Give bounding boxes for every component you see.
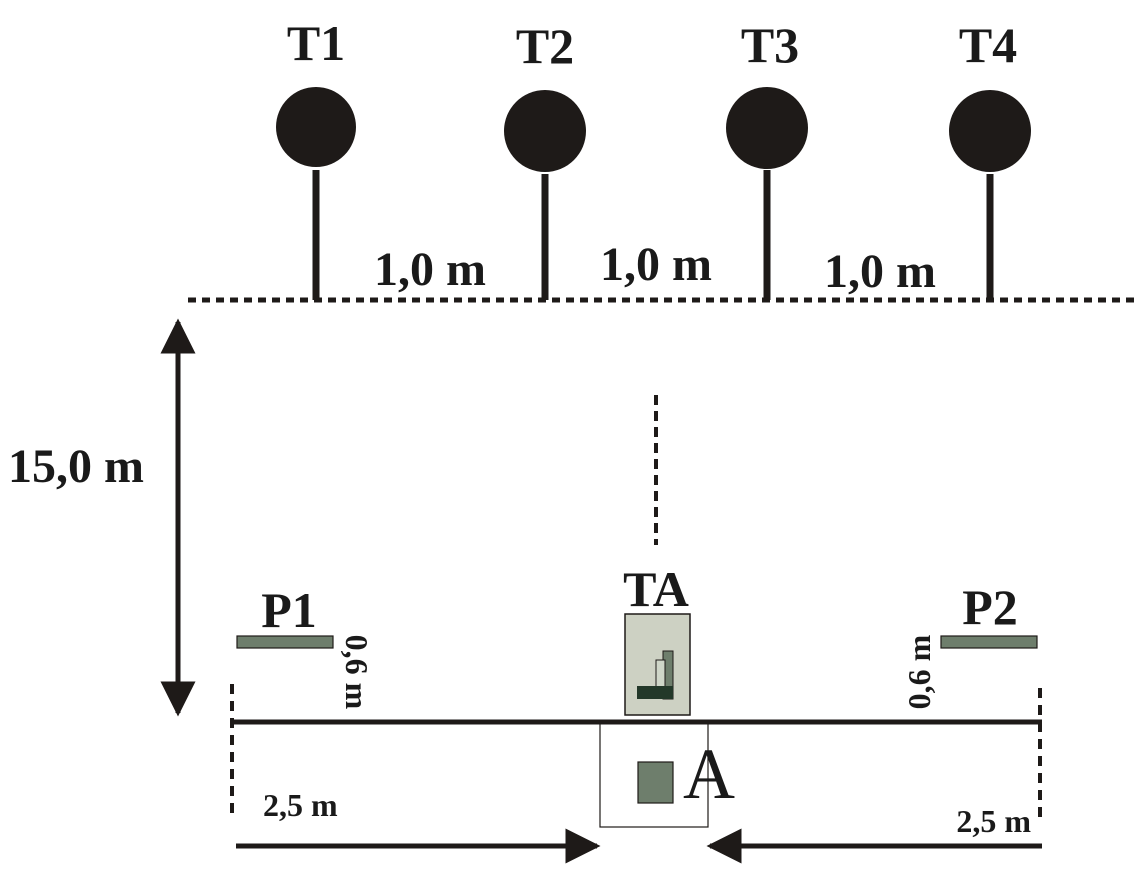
left-lateral-label: 2,5 m bbox=[263, 787, 338, 823]
targeting-aid-box bbox=[625, 614, 690, 715]
position-a-marker bbox=[638, 762, 673, 803]
range-distance-label: 15,0 m bbox=[8, 440, 144, 493]
target-label: T1 bbox=[287, 15, 345, 71]
p1-label: P1 bbox=[261, 582, 317, 638]
ta-icon-base bbox=[637, 686, 673, 699]
ta-label: TA bbox=[623, 561, 689, 617]
target-label: T2 bbox=[516, 18, 574, 74]
target-disc bbox=[726, 87, 808, 169]
p1-offset-label: 0,6 m bbox=[339, 635, 375, 710]
p2-marker bbox=[941, 636, 1037, 648]
target-t2: T2 bbox=[504, 18, 586, 300]
p2-label: P2 bbox=[962, 579, 1018, 635]
target-t1: T1 bbox=[276, 15, 356, 300]
target-disc bbox=[949, 90, 1031, 172]
target-disc bbox=[504, 90, 586, 172]
target-label: T3 bbox=[741, 17, 799, 73]
spacing-label-t3-t4: 1,0 m bbox=[824, 245, 936, 298]
right-lateral-label: 2,5 m bbox=[956, 803, 1031, 839]
target-label: T4 bbox=[959, 17, 1017, 73]
target-disc bbox=[276, 87, 356, 167]
spacing-label-t2-t3: 1,0 m bbox=[600, 238, 712, 291]
target-t4: T4 bbox=[949, 17, 1031, 300]
p1-marker bbox=[237, 636, 333, 648]
spacing-label-t1-t2: 1,0 m bbox=[374, 243, 486, 296]
target-t3: T3 bbox=[726, 17, 808, 300]
p2-offset-label: 0,6 m bbox=[901, 634, 937, 709]
position-a-label: A bbox=[683, 734, 735, 814]
